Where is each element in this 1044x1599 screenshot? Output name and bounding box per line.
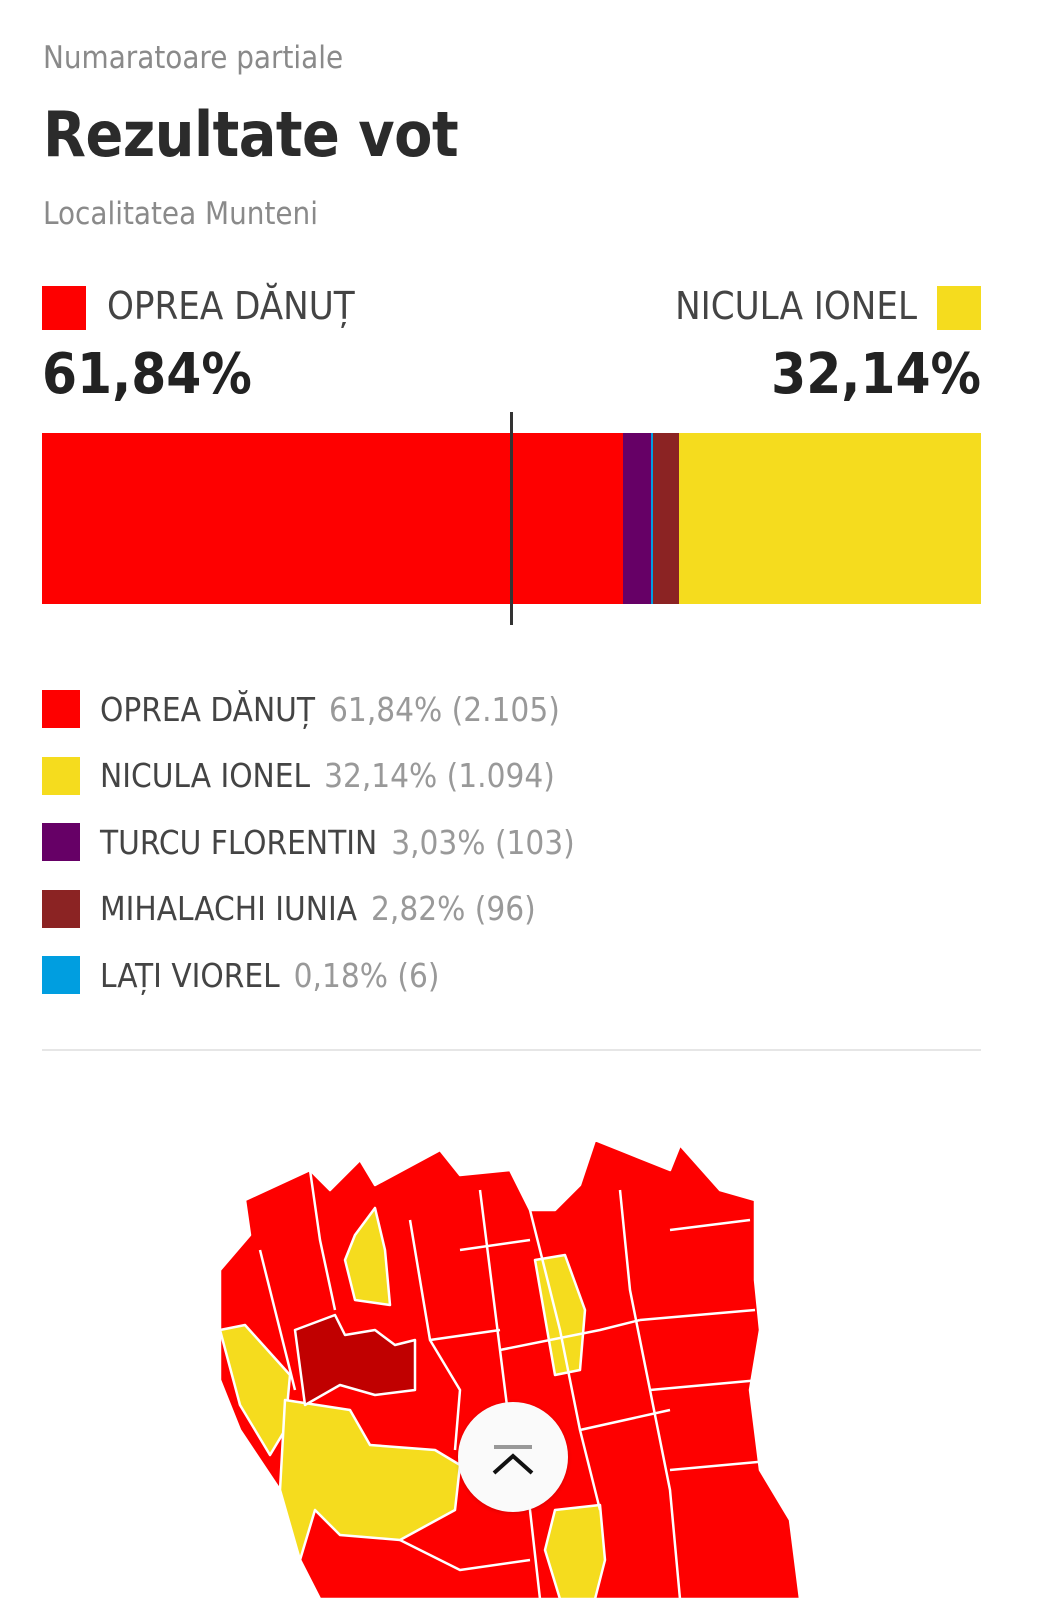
legend-value: 2,82% (96) <box>371 889 536 929</box>
legend-swatch <box>42 690 80 729</box>
bar-segment <box>42 433 623 604</box>
majority-line <box>510 412 513 625</box>
legend-name: TURCU FLORENTIN <box>100 822 378 862</box>
legend-value: 0,18% (6) <box>293 955 440 995</box>
bar-segment <box>679 433 981 604</box>
page-title: Rezultate vot <box>43 98 459 171</box>
leader-right-swatch <box>937 286 981 330</box>
divider <box>42 1049 981 1051</box>
legend-item: NICULA IONEL 32,14% (1.094) <box>42 743 575 810</box>
bar-segment <box>652 433 680 604</box>
legend-swatch <box>42 823 80 862</box>
chevron-up-bar-icon <box>492 1445 534 1475</box>
results-bar <box>42 433 981 604</box>
bar-segment <box>651 433 653 604</box>
map-region <box>278 1398 462 1562</box>
legend-item: TURCU FLORENTIN 3,03% (103) <box>42 809 575 876</box>
legend: OPREA DĂNUȚ 61,84% (2.105) NICULA IONEL 32,… <box>42 676 575 1009</box>
leader-right-pct: 32,14% <box>771 342 981 407</box>
legend-swatch <box>42 956 80 995</box>
map-region <box>343 1206 392 1307</box>
legend-name: LAȚI VIOREL <box>100 955 280 995</box>
legend-value: 61,84% (2.105) <box>329 689 560 729</box>
scroll-to-top-button[interactable] <box>458 1402 568 1512</box>
locality-subtitle: Localitatea Munteni <box>43 196 318 232</box>
legend-item: MIHALACHI IUNIA 2,82% (96) <box>42 876 575 943</box>
legend-name: NICULA IONEL <box>100 756 311 796</box>
legend-name: OPREA DĂNUȚ <box>100 689 316 729</box>
bar-segment <box>622 433 652 604</box>
leader-left-pct: 61,84% <box>42 342 252 407</box>
map-region <box>293 1313 417 1407</box>
leader-left-swatch <box>42 286 86 330</box>
legend-swatch <box>42 756 80 795</box>
leader-right-name: NICULA IONEL <box>675 284 917 328</box>
legend-item: LAȚI VIOREL 0,18% (6) <box>42 942 575 1009</box>
legend-value: 3,03% (103) <box>391 822 575 862</box>
kicker: Numaratoare partiale <box>43 40 344 76</box>
legend-value: 32,14% (1.094) <box>324 756 555 796</box>
legend-item: OPREA DĂNUȚ 61,84% (2.105) <box>42 676 575 743</box>
legend-swatch <box>42 889 80 928</box>
precinct-map[interactable] <box>200 1130 800 1599</box>
legend-name: MIHALACHI IUNIA <box>100 889 358 929</box>
leader-left-name: OPREA DĂNUȚ <box>107 284 355 328</box>
